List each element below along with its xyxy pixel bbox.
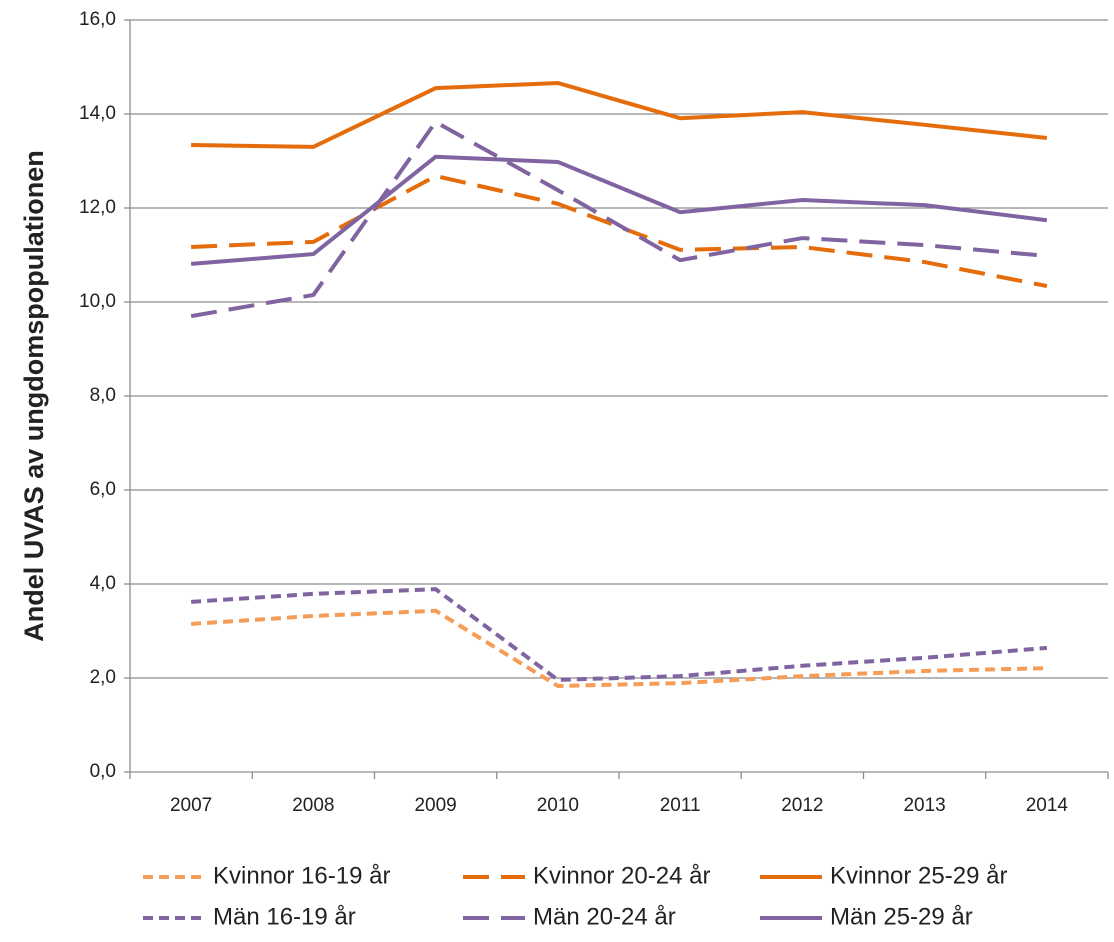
legend-label: Kvinnor 25-29 år [830,862,1007,889]
y-tick-label: 10,0 [79,291,116,312]
series-line [191,173,1048,288]
y-tick-label: 14,0 [79,103,116,124]
series-line [191,80,1048,149]
y-tick-label: 12,0 [79,197,116,218]
x-tick-label: 2010 [537,795,579,816]
x-tick-label: 2007 [170,795,212,816]
y-axis-label: Andel UVAS av ungdomspopulationen [19,150,49,642]
series-line [190,608,1047,689]
y-tick-label: 16,0 [79,9,116,30]
x-tick-label: 2009 [414,795,456,816]
legend-label: Män 16-19 år [213,903,356,930]
legend-label: Män 20-24 år [533,903,676,930]
series-line [190,154,1048,266]
y-tick-label: 2,0 [90,667,116,688]
y-tick-label: 6,0 [90,479,116,500]
legend-label: Kvinnor 20-24 år [533,862,710,889]
series-line [190,587,1048,682]
legend-label: Kvinnor 16-19 år [213,862,390,889]
y-tick-label: 8,0 [90,385,116,406]
legend-label: Män 25-29 år [830,903,973,930]
x-tick-label: 2013 [903,795,945,816]
x-tick-label: 2011 [660,795,701,816]
series-line [190,119,1048,319]
y-tick-label: 0,0 [90,761,116,782]
x-tick-label: 2012 [781,795,823,816]
y-tick-label: 4,0 [90,573,116,594]
x-tick-label: 2014 [1026,795,1069,816]
x-tick-label: 2008 [292,795,334,816]
